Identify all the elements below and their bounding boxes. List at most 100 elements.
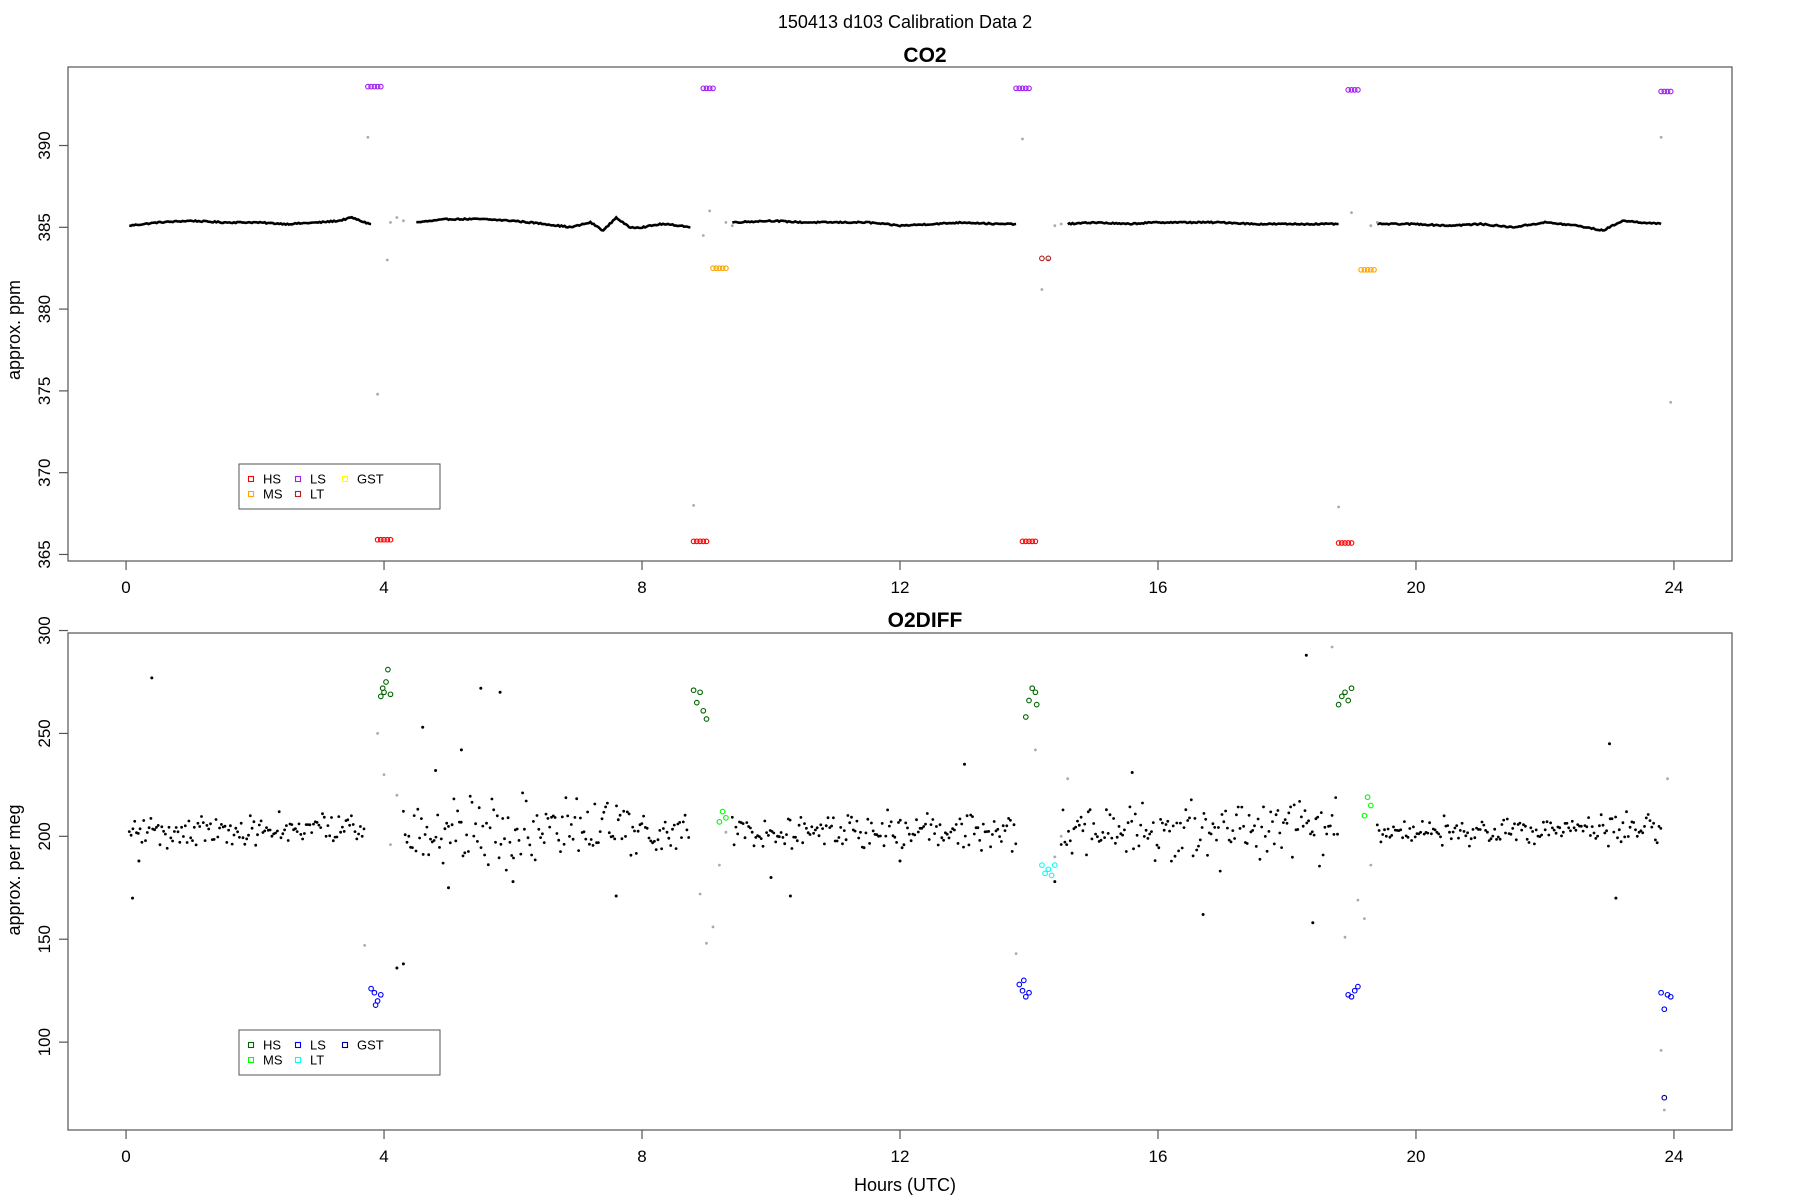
o2diff-sample-point [1193,817,1197,820]
o2diff-sample-point [1328,824,1332,828]
o2diff-sample-point [158,843,162,847]
o2diff-sample-point [625,810,629,814]
o2diff-sample-point [978,839,982,842]
o2diff-outlier-point [137,859,141,863]
co2-series-lt-point [1039,255,1045,262]
o2diff-sample-point [1518,821,1522,825]
o2diff-sample-point [971,815,974,818]
o2diff-sample-point [870,821,873,825]
o2diff-sample-point [1280,846,1283,849]
o2diff-sample-point [322,815,326,819]
o2diff-sample-point [767,834,770,837]
co2-series-hs-point [384,536,391,543]
o2diff-sample-point [1581,829,1585,833]
o2diff-sample-point [1135,833,1139,837]
o2diff-sample-point [645,826,649,830]
o2diff-sample-point [938,823,942,827]
o2diff-sample-point [859,830,862,834]
o2diff-sample-point [935,825,938,828]
o2diff-sample-point [1505,817,1509,821]
o2diff-sample-point [654,848,658,851]
o2diff-sample-point [909,839,913,843]
o2diff-sample-point [1312,833,1316,837]
o2diff-outlier-point [447,886,450,890]
o2diff-sample-point [557,838,561,842]
o2diff-sample-point [1115,835,1119,839]
co2-series-ls-point [1348,87,1355,93]
o2diff-sample-point [819,823,823,827]
o2diff-sample-point [402,809,405,813]
o2diff-sample-point [821,827,824,830]
o2diff-sample-point [1659,827,1663,830]
o2diff-sample-point [461,854,465,858]
o2diff-sample-point [411,846,414,849]
o2diff-sample-point [1644,816,1648,820]
o2diff-sample-point [960,822,964,826]
o2diff-sample-point [1412,825,1415,829]
o2diff-sample-point [492,808,496,812]
o2diff-sample-point [1012,823,1016,827]
o2diff-outlier-point [898,859,902,863]
o2diff-sample-point [324,834,328,838]
o2diff-sample-point [328,834,332,838]
o2diff-sample-point [850,815,853,819]
o2diff-panel: O2DIFF approx. per meg 0 4 8 12 16 20 24 100 150… [4,609,1733,1166]
o2diff-sample-point [1117,825,1121,828]
o2diff-sample-point [897,821,900,824]
o2diff-sample-point [533,858,537,862]
co2-series-hs-point [1032,538,1039,545]
o2diff-sample-point [969,813,973,817]
o2diff-sample-point [239,821,243,825]
o2diff-sample-point [445,821,449,825]
o2diff-sample-point [1601,823,1605,827]
o2diff-sample-point [127,830,131,833]
o2diff-sample-point [1263,835,1267,838]
o2diff-sample-point [252,820,256,824]
o2diff-sample-point [553,816,557,819]
o2diff-sample-point [927,838,931,841]
o2diff-x-tick-label: 8 [637,1147,646,1166]
o2diff-sample-point [633,829,636,833]
co2-series-ms-point [719,265,726,272]
o2diff-sample-point [1585,825,1589,829]
o2diff-sample-point [133,819,137,823]
o2diff-sample-point [963,834,967,838]
o2diff-sample-point [660,847,663,851]
o2diff-sample-point [1486,830,1489,834]
o2diff-sample-point [532,820,535,823]
o2diff-sample-point [232,833,236,837]
co2-baseline-trace [732,218,1017,228]
o2diff-sample-point [915,818,918,822]
o2diff-sample-point [423,833,427,836]
co2-y-tick-label: 380 [35,295,54,323]
o2diff-y-tick-label: 300 [35,616,54,644]
o2diff-sample-point [1128,805,1132,809]
o2diff-sample-point [1574,828,1578,832]
o2diff-sample-point [192,825,196,829]
o2diff-sample-point [884,834,888,838]
o2diff-series-hs-point [381,689,387,696]
co2-legend-label-hs: HS [263,472,281,487]
o2diff-sample-point [330,816,333,819]
o2diff-sample-point [1435,830,1439,834]
co2-transition-point [1669,400,1673,404]
o2diff-sample-point [597,841,600,844]
o2diff-sample-point [680,836,683,839]
o2diff-sample-point [182,835,185,838]
o2diff-sample-point [421,853,425,856]
o2diff-sample-point [144,839,147,842]
o2diff-sample-point [600,817,604,821]
o2diff-sample-point [799,816,803,819]
o2diff-sample-point [1155,843,1159,847]
o2diff-sample-point [1007,817,1010,820]
co2-x-tick-label: 20 [1407,578,1426,597]
o2diff-sample-point [420,817,423,820]
o2diff-sample-point [826,816,830,820]
co2-series-hs-point [700,538,707,545]
o2diff-sample-point [351,823,355,826]
o2diff-series-hs-point [697,689,703,696]
o2diff-sample-point [331,839,335,843]
o2diff-sample-point [523,827,526,831]
o2diff-sample-point [889,820,893,824]
o2diff-sample-point [1242,824,1245,828]
